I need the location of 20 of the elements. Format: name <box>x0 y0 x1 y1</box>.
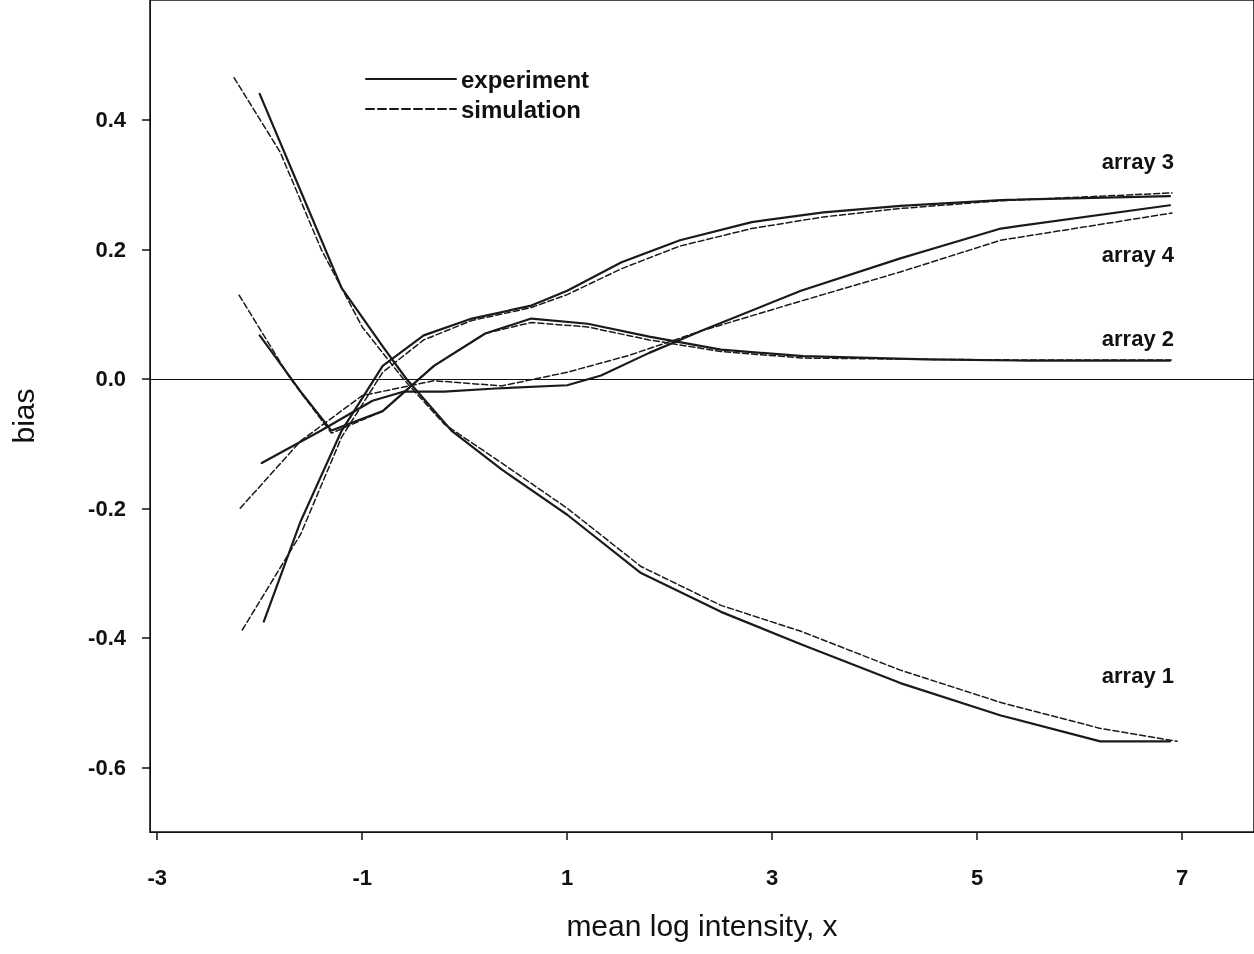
annotation: array 4 <box>1101 241 1175 267</box>
y-axis-title: bias <box>6 388 40 444</box>
y-tick-label: 0.4 <box>95 107 127 133</box>
y-tick-label: -0.6 <box>88 754 126 780</box>
x-tick-label: 5 <box>971 864 984 890</box>
x-tick-label: 7 <box>1176 864 1189 890</box>
x-tick-label: 1 <box>561 864 574 890</box>
annotation: array 3 <box>1101 148 1175 174</box>
y-tick-label: 0.2 <box>95 236 126 262</box>
x-tick-label: 3 <box>766 864 779 890</box>
legend-label: simulation <box>461 95 582 123</box>
legend-label: experiment <box>461 65 590 93</box>
x-tick-label: -1 <box>352 864 372 890</box>
y-tick-label: -0.4 <box>88 625 127 651</box>
annotation: array 1 <box>1101 662 1175 688</box>
x-axis-title: mean log intensity, x <box>566 908 838 942</box>
x-tick-label: -3 <box>147 864 167 890</box>
y-tick-label: 0.0 <box>95 366 126 392</box>
y-tick-label: -0.2 <box>88 495 126 521</box>
annotation: array 2 <box>1101 325 1175 351</box>
